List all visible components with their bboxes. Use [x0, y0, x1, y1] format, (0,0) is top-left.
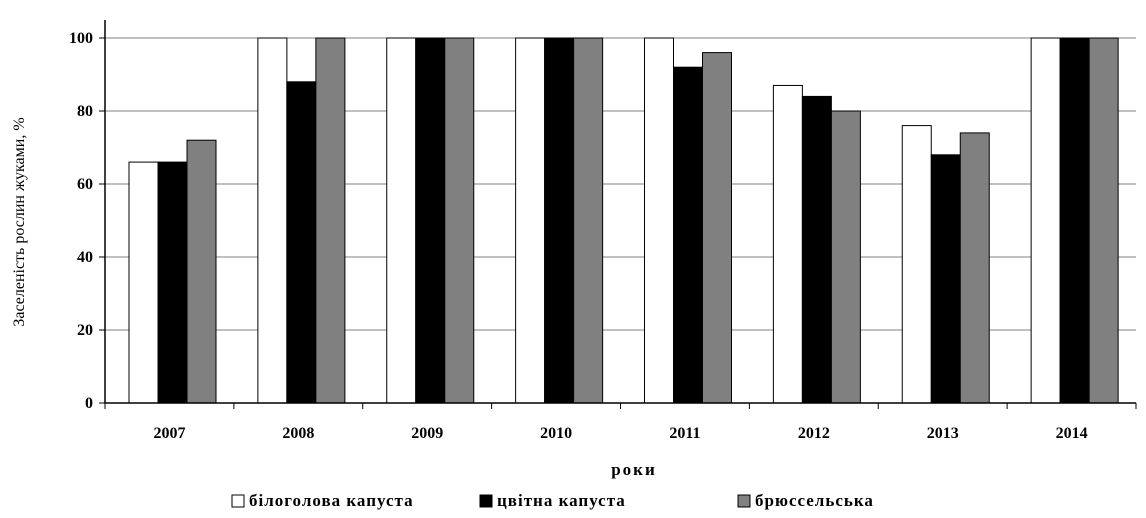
legend-swatch-2	[479, 494, 493, 508]
tick-labels: 0 20 40 60 80 100 2007 2008 2009 2010 2011 2012 2013…	[69, 30, 1088, 442]
bar-2009-series-2	[415, 37, 446, 404]
y-tick-label-80: 80	[77, 103, 93, 120]
x-tick-label-2009: 2009	[411, 425, 443, 442]
y-tick-label-0: 0	[85, 395, 93, 412]
bar-2008-series-1	[257, 37, 288, 404]
legend-label-3: брюссельська	[755, 491, 874, 510]
legend-swatch-1	[231, 494, 245, 508]
bar-2011-series-1	[644, 37, 674, 404]
bar-2007-series-1	[128, 161, 159, 404]
y-axis-title: Заселеність рослин жуками, %	[11, 117, 28, 326]
axes	[99, 20, 1137, 409]
bar-2014-series-1	[1030, 37, 1061, 404]
bar-2013-series-2	[930, 154, 961, 404]
y-tick-label-20: 20	[77, 322, 93, 339]
legend: білоголова капуста цвітна капуста брюссель…	[231, 491, 874, 510]
bar-2011-series-3	[702, 52, 732, 404]
bar-2012-series-2	[801, 95, 832, 404]
bar-2008-series-2	[286, 81, 317, 404]
x-tick-label-2012: 2012	[798, 425, 830, 442]
x-axis-title: роки	[611, 460, 657, 479]
x-tick-label-2010: 2010	[540, 425, 572, 442]
bar-2012-series-1	[772, 84, 803, 404]
x-tick-label-2014: 2014	[1056, 425, 1088, 442]
bar-2008-series-3	[315, 37, 346, 404]
bar-2010-series-1	[515, 37, 546, 404]
bar-2013-series-1	[901, 125, 932, 404]
x-tick-label-2013: 2013	[927, 425, 959, 442]
bar-2009-series-3	[444, 37, 475, 404]
legend-swatch-3	[737, 494, 751, 508]
bar-2012-series-3	[830, 110, 861, 404]
bar-2014-series-2	[1059, 37, 1090, 404]
bar-2007-series-2	[157, 161, 188, 404]
bar-2007-series-3	[186, 139, 217, 404]
x-tick-label-2008: 2008	[282, 425, 314, 442]
y-tick-label-40: 40	[77, 249, 93, 266]
bar-2009-series-1	[386, 37, 417, 404]
bar-2011-series-2	[673, 66, 703, 404]
legend-label-1: білоголова капуста	[249, 491, 414, 510]
x-tick-label-2011: 2011	[669, 425, 700, 442]
y-tick-label-100: 100	[69, 30, 93, 47]
legend-label-2: цвітна капуста	[497, 491, 626, 510]
bar-2014-series-3	[1088, 37, 1119, 404]
bar-2010-series-3	[573, 37, 604, 404]
bar-2010-series-2	[544, 37, 575, 404]
y-tick-label-60: 60	[77, 176, 93, 193]
x-tick-label-2007: 2007	[153, 425, 185, 442]
bars	[128, 37, 1119, 404]
bar-2013-series-3	[959, 132, 990, 404]
